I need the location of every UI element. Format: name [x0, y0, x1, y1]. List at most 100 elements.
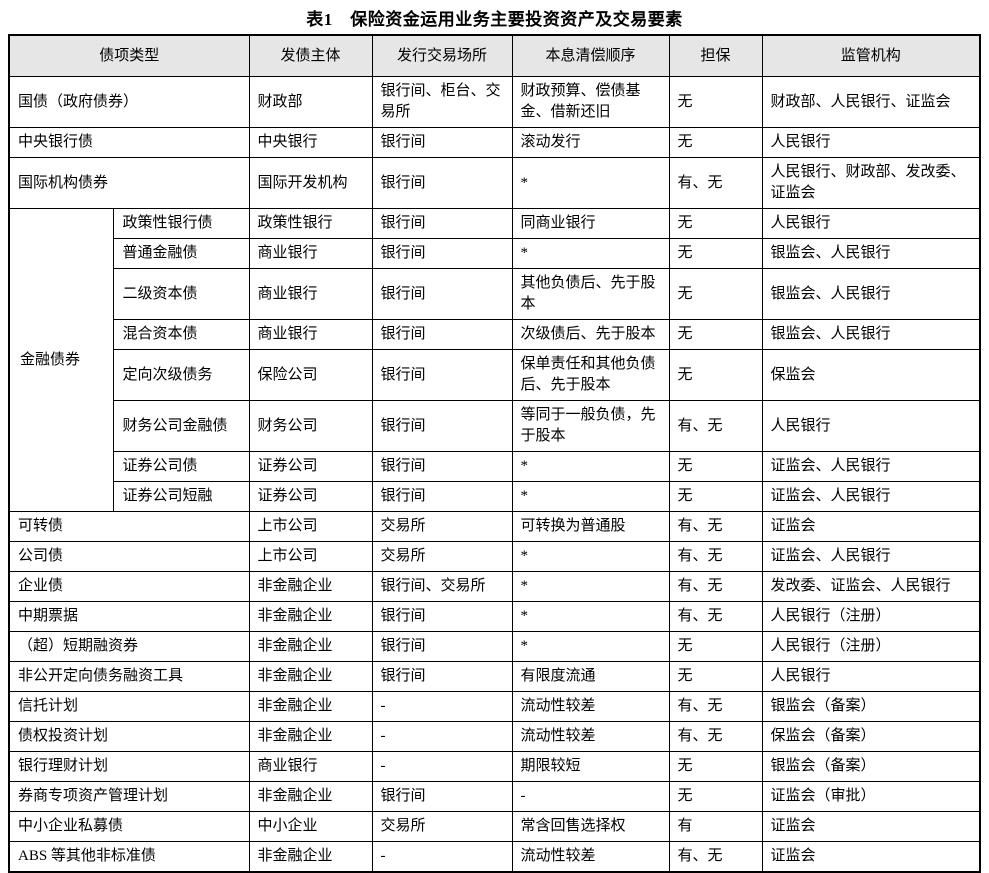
cell-venue: 银行间 — [371, 208, 513, 239]
cell-repayment-order: 财政预算、偿债基金、借新还旧 — [511, 76, 670, 128]
cell-guarantee: 无 — [668, 268, 763, 320]
cell-guarantee: 无 — [668, 76, 763, 128]
cell-debt-subtype: 财务公司金融债 — [113, 400, 250, 452]
cell-debt-type: 中央银行债 — [8, 127, 250, 158]
cell-issuer: 商业银行 — [248, 268, 373, 320]
cell-issuer: 非金融企业 — [248, 601, 373, 632]
cell-issuer: 非金融企业 — [248, 631, 373, 662]
table-row: 银行理财计划 商业银行 - 期限较短无银监会（备案） — [8, 751, 981, 782]
cell-debt-type: 可转债 — [8, 511, 250, 542]
cell-issuer: 非金融企业 — [248, 661, 373, 692]
cell-repayment-order: * — [511, 571, 670, 602]
cell-issuer: 商业银行 — [248, 238, 373, 269]
table-row: 中小企业私募债 中小企业 交易所 常含回售选择权有证监会 — [8, 811, 981, 842]
cell-issuer: 非金融企业 — [248, 721, 373, 752]
cell-venue: 交易所 — [371, 511, 513, 542]
cell-issuer: 上市公司 — [248, 541, 373, 572]
cell-venue: 银行间 — [371, 781, 513, 812]
cell-repayment-order: * — [511, 481, 670, 512]
cell-repayment-order: 流动性较差 — [511, 721, 670, 752]
cell-guarantee: 有、无 — [668, 841, 763, 873]
cell-venue: - — [371, 721, 513, 752]
cell-repayment-order: 常含回售选择权 — [511, 811, 670, 842]
cell-debt-type: 信托计划 — [8, 691, 250, 722]
cell-issuer: 国际开发机构 — [248, 157, 373, 209]
cell-debt-type: 中小企业私募债 — [8, 811, 250, 842]
cell-debt-type: ABS 等其他非标准债 — [8, 841, 250, 873]
cell-debt-type: 中期票据 — [8, 601, 250, 632]
cell-repayment-order: 期限较短 — [511, 751, 670, 782]
cell-regulator: 人民银行、财政部、发改委、证监会 — [761, 157, 981, 209]
cell-venue: - — [371, 691, 513, 722]
cell-repayment-order: * — [511, 601, 670, 632]
cell-group-financial-bonds: 金融债券 — [8, 208, 115, 512]
cell-repayment-order: * — [511, 631, 670, 662]
cell-venue: 银行间 — [371, 451, 513, 482]
cell-regulator: 证监会、人民银行 — [761, 451, 981, 482]
cell-guarantee: 无 — [668, 781, 763, 812]
cell-issuer: 非金融企业 — [248, 571, 373, 602]
table-row: 公司债 上市公司 交易所 * 有、无 证监会、人民银行 — [8, 541, 981, 572]
cell-debt-type: 券商专项资产管理计划 — [8, 781, 250, 812]
cell-regulator: 人民银行 — [761, 127, 981, 158]
cell-guarantee: 有 — [668, 811, 763, 842]
cell-issuer: 政策性银行 — [248, 208, 373, 239]
cell-debt-type: 债权投资计划 — [8, 721, 250, 752]
cell-venue: 银行间 — [371, 631, 513, 662]
header-row: 债项类型 发债主体 发行交易场所 本息清偿顺序 担保 监管机构 — [8, 34, 981, 77]
cell-debt-subtype: 证券公司短融 — [113, 481, 250, 512]
cell-regulator: 证监会 — [761, 511, 981, 542]
cell-regulator: 保监会（备案） — [761, 721, 981, 752]
cell-repayment-order: 等同于一般负债，先于股本 — [511, 400, 670, 452]
table-title: 表1 保险资金运用业务主要投资资产及交易要素 — [306, 10, 683, 29]
cell-repayment-order: - — [511, 781, 670, 812]
cell-repayment-order: 可转换为普通股 — [511, 511, 670, 542]
cell-debt-subtype: 定向次级债务 — [113, 349, 250, 401]
cell-repayment-order: * — [511, 451, 670, 482]
header-debt-type: 债项类型 — [8, 34, 250, 77]
cell-debt-subtype: 二级资本债 — [113, 268, 250, 320]
cell-regulator: 银监会（备案） — [761, 691, 981, 722]
table-row: 证券公司债 证券公司 银行间 * 无证监会、人民银行 — [9, 451, 981, 482]
cell-debt-subtype: 混合资本债 — [113, 319, 250, 350]
cell-issuer: 保险公司 — [248, 349, 373, 401]
cell-repayment-order: * — [511, 157, 670, 209]
cell-guarantee: 有、无 — [668, 157, 763, 209]
cell-venue: 银行间 — [371, 319, 513, 350]
cell-venue: 银行间 — [371, 601, 513, 632]
cell-guarantee: 无 — [668, 631, 763, 662]
cell-venue: 银行间 — [371, 661, 513, 692]
cell-venue: 银行间、交易所 — [371, 571, 513, 602]
cell-regulator: 人民银行（注册） — [761, 601, 981, 632]
cell-debt-subtype: 政策性银行债 — [113, 208, 250, 239]
cell-regulator: 银监会、人民银行 — [761, 238, 981, 269]
cell-regulator: 证监会、人民银行 — [761, 481, 981, 512]
cell-venue: 银行间 — [371, 481, 513, 512]
cell-regulator: 人民银行 — [761, 661, 981, 692]
cell-debt-subtype: 普通金融债 — [113, 238, 250, 269]
cell-repayment-order: 流动性较差 — [511, 691, 670, 722]
cell-guarantee: 有、无 — [668, 691, 763, 722]
cell-venue: 银行间 — [371, 400, 513, 452]
table-row: 债权投资计划 非金融企业 - 流动性较差 有、无 保监会（备案） — [8, 721, 981, 752]
cell-debt-type: 企业债 — [8, 571, 250, 602]
header-issuer: 发债主体 — [248, 34, 373, 77]
table-row: 财务公司金融债 财务公司 银行间 等同于一般负债，先于股本 有、无 人民银行 — [9, 400, 981, 452]
cell-issuer: 商业银行 — [248, 751, 373, 782]
cell-debt-type: （超）短期融资券 — [8, 631, 250, 662]
cell-repayment-order: * — [511, 238, 670, 269]
cell-debt-type: 银行理财计划 — [8, 751, 250, 782]
cell-regulator: 保监会 — [761, 349, 981, 401]
cell-debt-type: 公司债 — [8, 541, 250, 572]
cell-guarantee: 无 — [668, 238, 763, 269]
cell-venue: - — [371, 751, 513, 782]
table-row: 定向次级债务 保险公司 银行间 保单责任和其他负债后、先于股本无保监会 — [9, 349, 981, 401]
cell-regulator: 财政部、人民银行、证监会 — [761, 76, 981, 128]
cell-venue: 银行间 — [371, 268, 513, 320]
cell-guarantee: 无 — [668, 319, 763, 350]
cell-issuer: 财政部 — [248, 76, 373, 128]
cell-guarantee: 有、无 — [668, 400, 763, 452]
cell-regulator: 银监会（备案） — [761, 751, 981, 782]
table-row: 普通金融债 商业银行 银行间 * 无银监会、人民银行 — [9, 238, 981, 269]
cell-issuer: 财务公司 — [248, 400, 373, 452]
